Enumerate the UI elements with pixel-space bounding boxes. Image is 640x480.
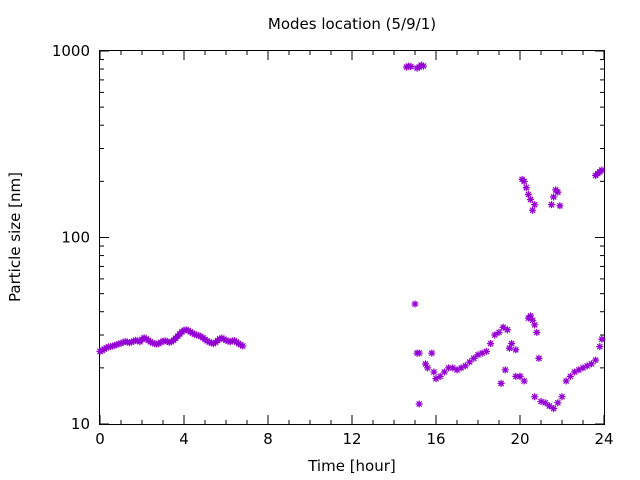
data-point <box>526 195 535 204</box>
x-tick-label: 20 <box>510 430 529 448</box>
x-tick-label: 16 <box>426 430 445 448</box>
data-point <box>512 346 520 354</box>
data-point <box>556 202 564 210</box>
data-point <box>501 366 509 374</box>
x-tick-label: 0 <box>95 430 105 448</box>
data-point <box>411 300 419 308</box>
data-point <box>430 368 438 376</box>
x-tick-label: 24 <box>594 430 613 448</box>
x-axis-label: Time [hour] <box>307 457 396 475</box>
data-point <box>239 342 247 350</box>
data-point <box>531 201 539 209</box>
data-point <box>423 364 432 372</box>
data-point <box>497 379 505 388</box>
data-point <box>545 402 554 410</box>
y-tick-label: 1000 <box>52 42 90 60</box>
data-point <box>520 177 528 186</box>
data-point <box>461 362 470 370</box>
data-point <box>428 349 436 357</box>
data-point <box>541 399 549 407</box>
data-point <box>598 166 606 174</box>
data-point <box>535 354 543 362</box>
y-axis-label: Particle size [nm] <box>6 172 24 302</box>
data-point <box>419 62 428 70</box>
x-tick-label: 8 <box>263 430 273 448</box>
data-points <box>96 61 606 413</box>
data-point <box>486 339 495 348</box>
data-point <box>598 335 606 343</box>
data-point <box>549 193 558 201</box>
data-point <box>533 328 541 337</box>
data-point <box>591 356 600 364</box>
x-tick-label: 4 <box>179 430 189 448</box>
data-point <box>558 393 566 401</box>
data-point <box>415 400 423 408</box>
y-tick-label: 100 <box>61 229 90 247</box>
y-axis: 10 100 1000 <box>52 42 604 433</box>
data-point <box>444 364 453 372</box>
data-point <box>503 326 512 334</box>
data-point <box>531 393 539 401</box>
data-point <box>549 404 558 413</box>
data-point <box>482 347 491 356</box>
data-point <box>547 201 556 209</box>
x-tick-label: 12 <box>342 430 361 448</box>
data-point <box>407 62 415 71</box>
x-axis: 0 4 8 12 16 20 24 <box>95 51 614 448</box>
data-point <box>562 377 570 385</box>
data-point <box>531 321 539 329</box>
data-point <box>596 342 604 351</box>
data-point <box>495 328 503 337</box>
plot-frame <box>99 50 605 425</box>
data-point <box>524 190 533 199</box>
data-point <box>505 344 514 352</box>
data-point <box>449 364 457 372</box>
data-point <box>554 399 562 407</box>
data-point <box>522 184 530 192</box>
data-point <box>554 188 562 196</box>
data-point <box>516 372 524 381</box>
chart-title: Modes location (5/9/1) <box>268 15 436 33</box>
data-point <box>415 349 423 357</box>
data-point <box>436 372 444 381</box>
y-tick-label: 10 <box>71 415 90 433</box>
data-point <box>528 206 537 214</box>
data-point <box>520 377 528 385</box>
data-point <box>440 368 449 376</box>
data-point <box>566 372 575 381</box>
